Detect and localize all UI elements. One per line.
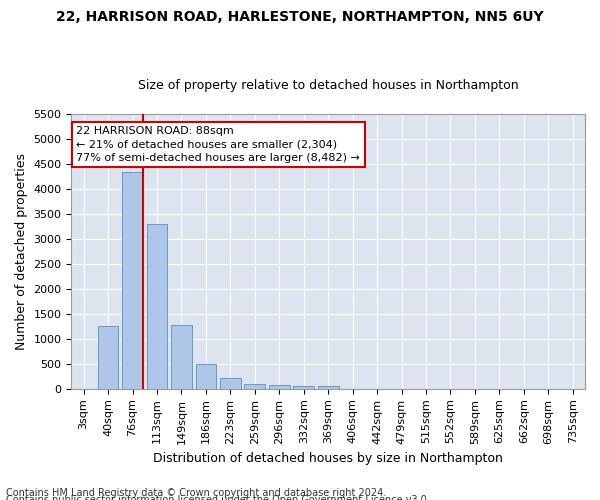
Bar — [269, 385, 290, 389]
Y-axis label: Number of detached properties: Number of detached properties — [15, 153, 28, 350]
Title: Size of property relative to detached houses in Northampton: Size of property relative to detached ho… — [138, 79, 518, 92]
Text: 22, HARRISON ROAD, HARLESTONE, NORTHAMPTON, NN5 6UY: 22, HARRISON ROAD, HARLESTONE, NORTHAMPT… — [56, 10, 544, 24]
Bar — [244, 384, 265, 389]
Bar — [220, 378, 241, 389]
Bar — [171, 325, 192, 389]
Bar — [122, 172, 143, 389]
Bar — [293, 386, 314, 389]
X-axis label: Distribution of detached houses by size in Northampton: Distribution of detached houses by size … — [153, 452, 503, 465]
Text: Contains public sector information licensed under the Open Government Licence v3: Contains public sector information licen… — [6, 495, 430, 500]
Text: Contains HM Land Registry data © Crown copyright and database right 2024.: Contains HM Land Registry data © Crown c… — [6, 488, 386, 498]
Bar — [318, 386, 338, 389]
Text: 22 HARRISON ROAD: 88sqm
← 21% of detached houses are smaller (2,304)
77% of semi: 22 HARRISON ROAD: 88sqm ← 21% of detache… — [76, 126, 360, 163]
Bar — [196, 364, 217, 389]
Bar — [146, 224, 167, 389]
Bar — [98, 326, 118, 389]
